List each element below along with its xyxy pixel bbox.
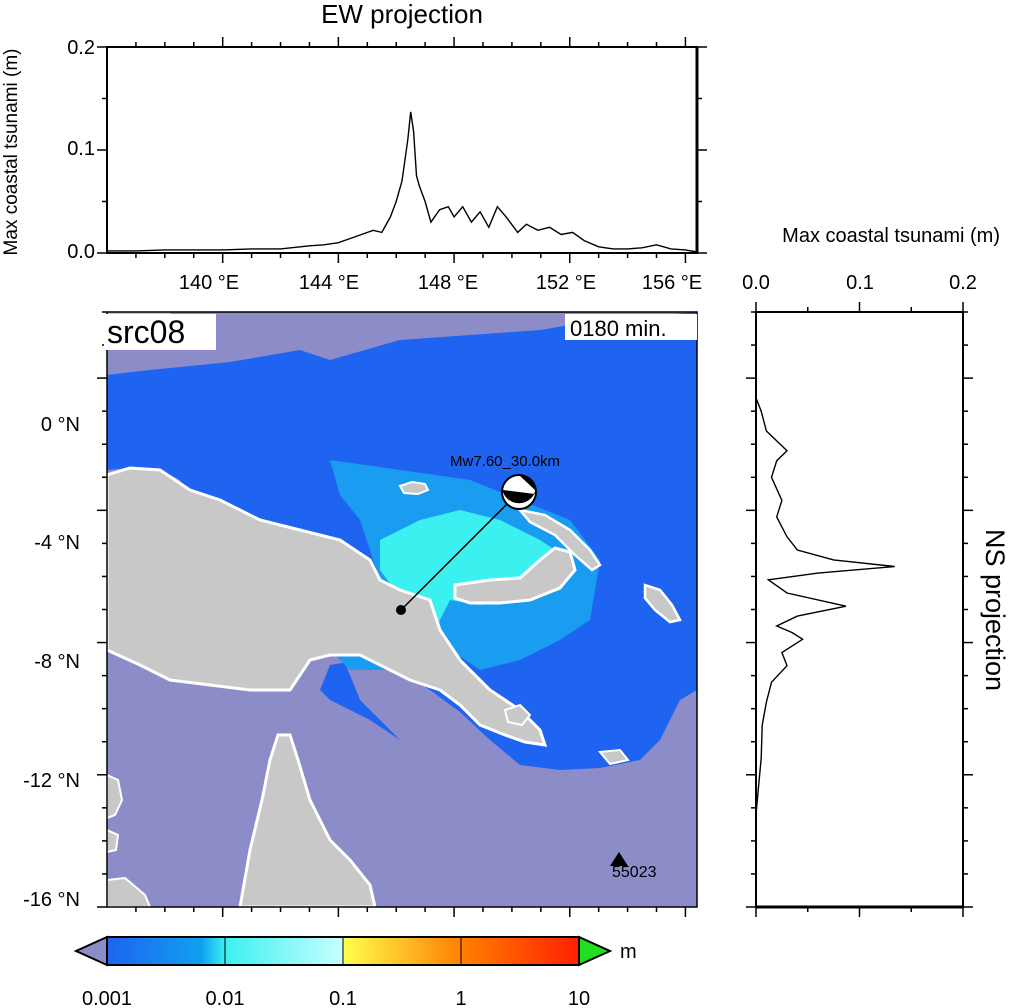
ew-x-ticks — [135, 37, 687, 263]
colorbar-under-triangle — [73, 935, 108, 967]
colorbar-label-3: 1 — [455, 988, 466, 1008]
cape-york-peninsula — [238, 733, 377, 907]
lat-label-4: -16 °N — [23, 889, 80, 911]
ew-panel-ylabel: Max coastal tsunami (m) — [1, 49, 22, 256]
new-britain-island — [453, 546, 577, 605]
ns-xtick-label-2: 0.2 — [949, 272, 977, 294]
ew-ytick-label-2: 0.2 — [67, 37, 95, 59]
lat-label-2: -8 °N — [34, 651, 80, 673]
source-label: src08 — [107, 314, 185, 350]
ew-xtick-label-0: 140 °E — [179, 272, 239, 294]
louisiade-islands — [598, 748, 630, 766]
ew-plot-frame — [106, 46, 699, 254]
time-label-box — [565, 314, 697, 340]
dentrecasteaux-islands — [503, 703, 532, 727]
map-ticks — [97, 311, 687, 917]
ns-max-tsunami-line — [755, 397, 895, 815]
colorbar — [73, 935, 613, 967]
colorbar-over-triangle — [578, 935, 613, 967]
epicenter-offset-line — [400, 491, 520, 611]
ew-ytick-label-0: 0.0 — [67, 241, 95, 263]
lat-label-1: -4 °N — [34, 532, 80, 554]
ns-panel-xlabel: Max coastal tsunami (m) — [782, 225, 1000, 247]
ns-ticks — [746, 302, 973, 917]
ew-ytick-label-1: 0.1 — [67, 138, 95, 160]
event-label: Mw7.60_30.0km — [450, 453, 560, 470]
ew-xtick-label-2: 148 °E — [418, 272, 478, 294]
ew-panel-title: EW projection — [321, 0, 483, 29]
australia-west-coast — [107, 773, 124, 820]
new-guinea-landmass — [107, 466, 548, 747]
ew-max-tsunami-line — [107, 111, 698, 253]
tide-station-marker-icon — [610, 852, 628, 866]
ns-plot-frame — [755, 311, 964, 909]
ew-y-ticks — [97, 46, 707, 254]
colorbar-label-0: 0.001 — [82, 988, 132, 1008]
source-label-box — [104, 314, 216, 350]
station-label: 55023 — [612, 864, 657, 881]
colorbar-label-4: 10 — [568, 988, 590, 1008]
map-area — [107, 312, 697, 907]
new-ireland-island — [516, 508, 602, 572]
ew-xtick-label-1: 144 °E — [299, 272, 359, 294]
ns-panel-title: NS projection — [980, 529, 1010, 691]
australia-southwest-coast — [107, 876, 152, 907]
ns-xtick-label-0: 0.0 — [742, 272, 770, 294]
ew-xtick-label-4: 156 °E — [642, 272, 702, 294]
lat-label-0: 0 °N — [41, 414, 80, 436]
colorbar-label-2: 0.1 — [329, 988, 357, 1008]
ew-xtick-label-3: 152 °E — [536, 272, 596, 294]
focal-mechanism-beachball — [501, 474, 537, 510]
colorbar-unit: m — [620, 941, 637, 963]
colorbar-label-1: 0.01 — [206, 988, 245, 1008]
australia-west-coast-2 — [107, 828, 120, 854]
bougainville-island — [643, 583, 682, 624]
ns-xtick-label-1: 0.1 — [846, 272, 874, 294]
epicenter-dot — [396, 605, 406, 615]
lat-label-3: -12 °N — [23, 770, 80, 792]
time-label: 0180 min. — [570, 316, 667, 341]
manus-island — [398, 480, 430, 496]
